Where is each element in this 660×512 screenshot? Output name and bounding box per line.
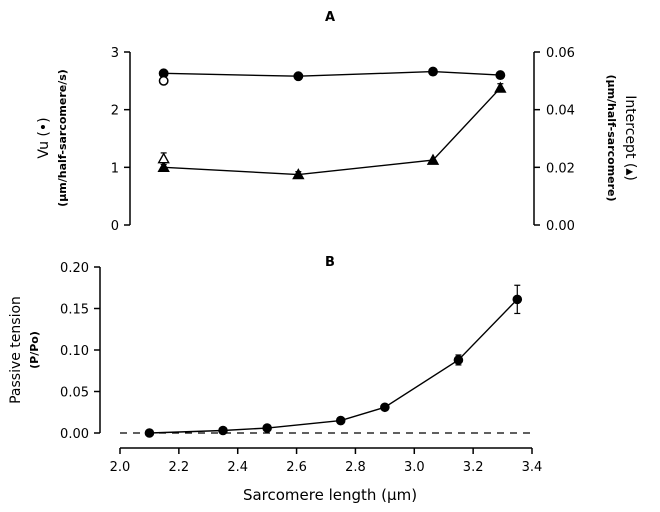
panel-a-left-tick-label: 3 [111,46,119,61]
panel-a-marks [157,66,507,180]
panel-a-data-point-triangle [426,153,440,165]
panel-b-x-tick-label: 2.4 [227,460,248,475]
panel-b-ysublabel: (P/Po) [28,331,41,369]
panel-b-marks [120,284,532,438]
panel-b-ylabel: Passive tension [8,296,24,404]
panel-b-data-point [335,415,346,426]
panel-a-left-tick-label: 1 [111,161,119,176]
panel-a-right-sublabel: (μm/half-sarcomere) [605,74,618,201]
panel-a-right-label: Intercept (▴) [622,95,638,181]
panel-a-right-axis-label: Intercept (▴) (μm/half-sarcomere) [605,74,638,201]
panel-b-data-point [144,428,155,438]
panel-a-axes [129,52,535,225]
panel-a-series-line [163,87,501,176]
panel-b-xlabel: Sarcomere length (μm) [243,486,417,504]
panel-b-x-tick-label: 3.4 [522,460,543,475]
panel-b-y-axis-label: Passive tension (P/Po) [8,296,41,404]
panel-a-left-sublabel: (μm/half-sarcomere/s) [56,69,69,207]
panel-a-data-point [293,71,304,82]
panel-b-data-point [512,294,523,305]
panel-a-left-axis-label: Vu (•) (μm/half-sarcomere/s) [36,69,69,207]
panel-a-right-tick-label: 0.02 [546,161,575,176]
panel-b-x-tick-label: 3.0 [404,460,425,475]
panel-a-left-tick-label: 2 [111,104,119,119]
panel-a-data-point-triangle [494,81,507,93]
panel-a-left-ticks: 0 1 2 3 [111,46,130,234]
panel-b-y-tick-label: 0.15 [60,303,89,318]
panel-a-data-point [428,66,438,77]
panel-b-y-ticks: 0.00 0.05 0.10 0.15 0.20 [60,261,100,442]
panel-b-axes [99,267,532,449]
panel-b-x-tick-label: 2.2 [169,460,190,475]
panel-b-x-tick-label: 2.6 [286,460,307,475]
panel-b-x-ticks: 2.0 2.2 2.4 2.6 2.8 3.0 3.2 3.4 [110,448,543,475]
panel-a-right-tick-label: 0.00 [546,219,575,234]
panel-a-right-tick-label: 0.04 [546,104,575,119]
panel-a-letter: A [325,10,335,25]
panel-a-series-line [163,70,501,77]
panel-b-data-point [453,355,464,365]
panel-b-x-tick-label: 3.2 [463,460,484,475]
panel-a-left-tick-label: 0 [111,219,119,234]
panel-b-y-tick-label: 0.00 [60,427,89,442]
panel-a-right-tick-label: 0.06 [546,46,575,61]
panel-a-data-point-triangle [157,160,170,173]
panel-b-y-tick-label: 0.05 [60,386,89,401]
panel-a-data-point [158,75,169,86]
panel-b-series-line [149,298,518,434]
panel-a-right-ticks: 0.00 0.02 0.04 0.06 [534,46,575,234]
panel-b-data-point [218,425,228,436]
panel-b-letter: B [325,255,335,270]
panel-a-left-label: Vu (•) [36,117,52,158]
panel-b-y-tick-label: 0.20 [60,261,89,276]
panel-b-x-tick-label: 2.0 [110,460,131,475]
panel-a-data-point [495,70,506,81]
panel-a-data-point-triangle [292,168,305,180]
panel-b-data-point [380,402,390,413]
panel-b-x-tick-label: 2.8 [345,460,366,475]
panel-b-data-point [262,423,272,433]
panel-a-data-point-triangle [157,152,170,164]
panel-b-y-tick-label: 0.10 [60,344,89,359]
